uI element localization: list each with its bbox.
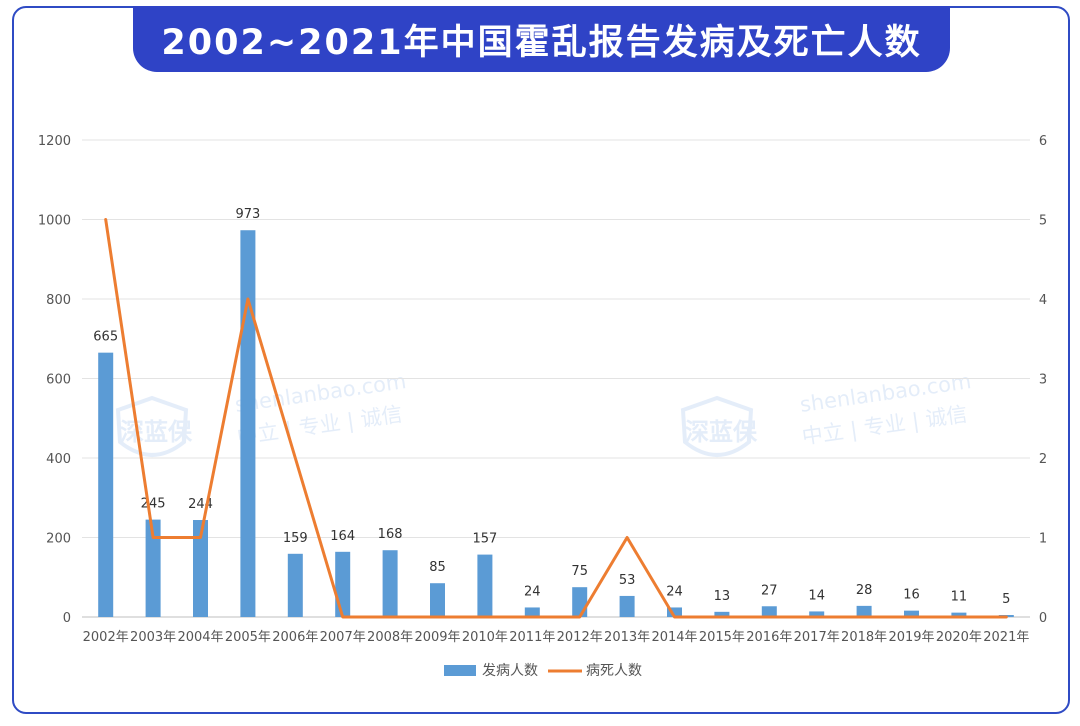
- watermark-logo-text: 深蓝保: [120, 418, 193, 446]
- bar: [667, 607, 682, 617]
- watermark-shield-icon: [115, 395, 189, 457]
- x-tick-label: 2013年: [604, 630, 650, 645]
- bar-data-label: 168: [378, 527, 403, 542]
- bar: [193, 520, 208, 617]
- x-tick-label: 2008年: [367, 630, 413, 645]
- bar: [856, 605, 872, 617]
- left-tick-label: 600: [46, 373, 71, 388]
- x-tick-label: 2009年: [414, 630, 460, 645]
- right-tick-label: 1: [1039, 532, 1047, 547]
- left-tick-label: 0: [63, 611, 71, 626]
- bar-data-label: 245: [141, 497, 166, 512]
- x-tick-label: 2016年: [746, 630, 792, 645]
- chart-title: 2002~2021年中国霍乱报告发病及死亡人数: [161, 22, 922, 63]
- title-banner: 2002~2021年中国霍乱报告发病及死亡人数: [133, 6, 950, 72]
- left-tick-label: 1000: [38, 214, 71, 229]
- bar-data-label: 164: [330, 529, 355, 544]
- bar: [287, 553, 303, 617]
- bar: [761, 606, 777, 617]
- watermark-logo-text: 深蓝保: [685, 418, 758, 446]
- right-tick-label: 5: [1039, 214, 1047, 229]
- legend-bar-swatch: [444, 665, 476, 676]
- bar-data-label: 5: [1002, 592, 1010, 607]
- x-tick-label: 2007年: [320, 630, 366, 645]
- chart-frame: [12, 6, 1070, 714]
- left-axis-ticks: 0 200 400 600 800 1000 1200: [38, 134, 71, 626]
- bar: [619, 595, 635, 617]
- x-tick-label: 2018年: [841, 630, 887, 645]
- x-tick-label: 2003年: [130, 630, 176, 645]
- line-series: [104, 218, 1008, 619]
- x-tick-label: 2020年: [936, 630, 982, 645]
- bar: [524, 607, 540, 617]
- x-axis-ticks: 2002年 2003年 2004年 2005年 2006年 2007年 2008年 2009年…: [83, 630, 1030, 645]
- right-tick-label: 0: [1039, 611, 1047, 626]
- bar: [240, 230, 256, 618]
- bar-data-label: 28: [856, 583, 873, 598]
- bar: [335, 551, 351, 617]
- bar-data-label: 14: [808, 588, 825, 603]
- bar-data-label: 157: [472, 532, 497, 547]
- bar-data-label: 665: [93, 330, 118, 345]
- x-tick-label: 2012年: [557, 630, 603, 645]
- legend: 发病人数 病死人数: [444, 663, 642, 679]
- watermark-shield-icon: [680, 395, 754, 457]
- right-tick-label: 2: [1039, 452, 1047, 467]
- x-tick-label: 2017年: [794, 630, 840, 645]
- bar-data-label: 16: [903, 588, 920, 603]
- bar-data-label: 53: [619, 573, 636, 588]
- right-tick-label: 6: [1039, 134, 1047, 149]
- bar: [98, 352, 114, 617]
- bar-data-label: 13: [714, 589, 731, 604]
- left-tick-label: 800: [46, 293, 71, 308]
- x-tick-label: 2014年: [651, 630, 697, 645]
- bar: [714, 611, 730, 617]
- x-tick-label: 2002年: [83, 630, 129, 645]
- bar-data-label: 27: [761, 583, 778, 598]
- right-tick-label: 3: [1039, 373, 1047, 388]
- bar: [145, 519, 161, 617]
- x-tick-label: 2006年: [272, 630, 318, 645]
- bar-data-label: 75: [571, 564, 588, 579]
- x-tick-label: 2004年: [177, 630, 223, 645]
- left-tick-label: 400: [46, 452, 71, 467]
- right-tick-label: 4: [1039, 293, 1047, 308]
- bar-data-label: 85: [429, 560, 446, 575]
- x-tick-label: 2019年: [888, 630, 934, 645]
- x-tick-label: 2011年: [509, 630, 555, 645]
- x-tick-label: 2005年: [225, 630, 271, 645]
- bar: [430, 583, 445, 617]
- left-tick-label: 200: [46, 532, 71, 547]
- gridlines: [82, 139, 1030, 618]
- bar: [572, 587, 588, 617]
- bar-data-label: 159: [283, 531, 308, 546]
- x-tick-label: 2021年: [983, 630, 1029, 645]
- right-axis-ticks: 0 1 2 3 4 5 6: [1039, 134, 1047, 626]
- legend-bar-label: 发病人数: [482, 663, 538, 679]
- bar: [951, 612, 967, 617]
- bar: [477, 554, 493, 617]
- x-tick-label: 2010年: [462, 630, 508, 645]
- x-tick-label: 2015年: [699, 630, 745, 645]
- left-tick-label: 1200: [38, 134, 71, 149]
- bar-data-label: 24: [524, 584, 541, 599]
- bar-data-label: 24: [666, 584, 683, 599]
- bar-data-label: 973: [235, 207, 260, 222]
- bar: [809, 611, 825, 617]
- bar: [382, 550, 398, 617]
- death-line: [104, 218, 1008, 619]
- bar: [904, 610, 919, 617]
- bar-data-label: 11: [951, 590, 968, 605]
- legend-line-label: 病死人数: [586, 663, 642, 679]
